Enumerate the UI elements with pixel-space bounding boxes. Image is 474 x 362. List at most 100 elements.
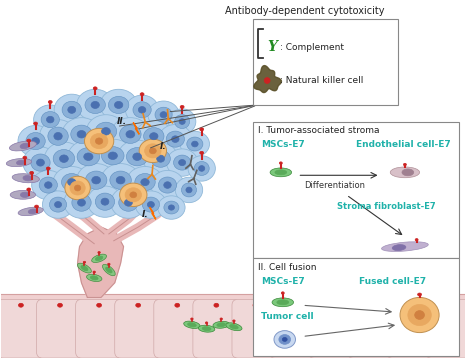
Ellipse shape xyxy=(157,155,164,162)
Ellipse shape xyxy=(46,116,54,123)
Ellipse shape xyxy=(83,261,86,263)
Ellipse shape xyxy=(164,182,171,188)
Ellipse shape xyxy=(55,202,62,208)
Ellipse shape xyxy=(77,148,100,166)
Ellipse shape xyxy=(415,239,418,241)
Ellipse shape xyxy=(283,337,287,341)
FancyBboxPatch shape xyxy=(347,299,394,358)
Ellipse shape xyxy=(144,128,164,145)
Text: Tumor cell: Tumor cell xyxy=(261,312,314,321)
Ellipse shape xyxy=(220,318,222,320)
Ellipse shape xyxy=(159,125,192,154)
FancyBboxPatch shape xyxy=(0,295,468,362)
Text: Y: Y xyxy=(267,40,277,54)
Ellipse shape xyxy=(39,177,57,193)
Ellipse shape xyxy=(111,118,150,151)
Text: Stroma fibroblast-E7: Stroma fibroblast-E7 xyxy=(337,202,435,211)
Ellipse shape xyxy=(34,105,67,134)
Ellipse shape xyxy=(125,188,142,202)
Ellipse shape xyxy=(174,114,190,129)
Ellipse shape xyxy=(108,152,118,160)
Ellipse shape xyxy=(151,150,170,167)
Ellipse shape xyxy=(95,256,103,261)
Ellipse shape xyxy=(168,109,196,134)
Ellipse shape xyxy=(86,274,102,282)
Ellipse shape xyxy=(180,131,210,157)
Ellipse shape xyxy=(188,323,196,327)
Text: I. Tumor-associated stroma: I. Tumor-associated stroma xyxy=(258,126,380,135)
Ellipse shape xyxy=(36,159,45,166)
Ellipse shape xyxy=(27,139,31,142)
Ellipse shape xyxy=(175,303,180,307)
Ellipse shape xyxy=(166,131,184,147)
FancyBboxPatch shape xyxy=(232,299,279,358)
Ellipse shape xyxy=(125,199,132,206)
Ellipse shape xyxy=(93,87,97,90)
Ellipse shape xyxy=(101,127,110,135)
Ellipse shape xyxy=(180,105,184,108)
Ellipse shape xyxy=(48,127,68,145)
Ellipse shape xyxy=(172,136,179,142)
Ellipse shape xyxy=(158,177,177,193)
Ellipse shape xyxy=(101,198,109,205)
Ellipse shape xyxy=(68,178,76,186)
Ellipse shape xyxy=(155,107,172,122)
Ellipse shape xyxy=(20,192,29,197)
Ellipse shape xyxy=(46,167,50,170)
Ellipse shape xyxy=(45,182,52,188)
Polygon shape xyxy=(133,122,139,134)
Ellipse shape xyxy=(20,143,29,149)
Text: Differentiation: Differentiation xyxy=(304,181,365,190)
Ellipse shape xyxy=(168,205,174,210)
Ellipse shape xyxy=(213,321,229,328)
Ellipse shape xyxy=(182,183,197,197)
Ellipse shape xyxy=(139,139,166,163)
Polygon shape xyxy=(254,66,282,93)
Ellipse shape xyxy=(179,119,185,125)
Ellipse shape xyxy=(23,176,33,181)
Ellipse shape xyxy=(217,323,226,327)
Ellipse shape xyxy=(253,303,258,307)
Ellipse shape xyxy=(138,106,146,113)
Ellipse shape xyxy=(329,303,334,307)
Ellipse shape xyxy=(279,334,291,344)
Ellipse shape xyxy=(118,140,157,173)
Ellipse shape xyxy=(48,101,52,104)
FancyBboxPatch shape xyxy=(254,258,459,356)
Ellipse shape xyxy=(101,164,140,197)
Ellipse shape xyxy=(53,167,91,198)
Ellipse shape xyxy=(179,160,186,166)
Ellipse shape xyxy=(92,176,100,184)
Ellipse shape xyxy=(191,141,198,147)
Ellipse shape xyxy=(91,276,98,280)
Ellipse shape xyxy=(141,178,149,186)
Ellipse shape xyxy=(86,115,126,148)
Text: Fused cell-E7: Fused cell-E7 xyxy=(359,277,426,286)
Ellipse shape xyxy=(62,173,82,191)
Ellipse shape xyxy=(27,188,31,191)
Ellipse shape xyxy=(191,318,193,320)
Ellipse shape xyxy=(408,304,431,325)
Ellipse shape xyxy=(54,94,89,126)
Ellipse shape xyxy=(77,131,86,138)
Ellipse shape xyxy=(57,303,63,307)
Ellipse shape xyxy=(68,106,76,113)
Ellipse shape xyxy=(202,327,211,331)
Ellipse shape xyxy=(23,156,27,159)
Ellipse shape xyxy=(145,144,161,158)
Ellipse shape xyxy=(17,160,26,165)
Ellipse shape xyxy=(136,303,141,307)
Ellipse shape xyxy=(147,202,155,208)
Text: II.: II. xyxy=(117,117,127,126)
Ellipse shape xyxy=(198,325,215,332)
Ellipse shape xyxy=(26,132,45,150)
Ellipse shape xyxy=(184,321,200,328)
Ellipse shape xyxy=(407,303,412,307)
Ellipse shape xyxy=(62,118,101,151)
FancyBboxPatch shape xyxy=(154,299,201,358)
Ellipse shape xyxy=(78,199,85,206)
Ellipse shape xyxy=(164,201,179,214)
Ellipse shape xyxy=(84,153,93,160)
Ellipse shape xyxy=(41,111,59,128)
Ellipse shape xyxy=(173,155,191,170)
